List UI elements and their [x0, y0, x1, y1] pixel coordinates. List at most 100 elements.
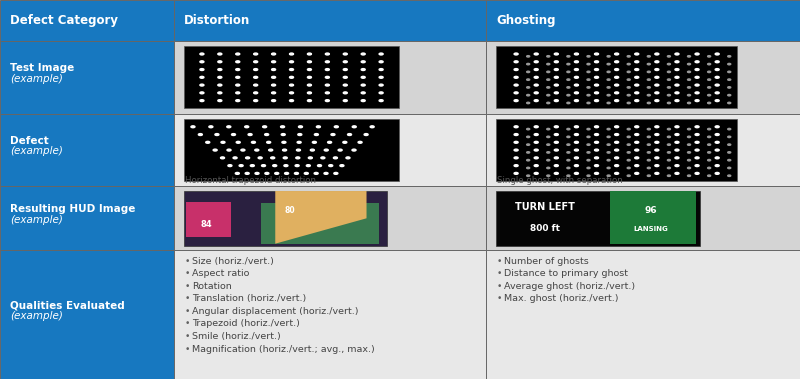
Circle shape — [200, 61, 204, 63]
Text: (example): (example) — [10, 74, 63, 83]
Circle shape — [534, 126, 538, 128]
Circle shape — [272, 53, 275, 55]
Circle shape — [687, 94, 690, 96]
Circle shape — [379, 92, 383, 94]
Circle shape — [655, 149, 659, 151]
Circle shape — [687, 144, 690, 146]
Circle shape — [307, 53, 311, 55]
Circle shape — [634, 149, 638, 151]
Circle shape — [310, 149, 314, 151]
Circle shape — [627, 102, 630, 104]
Circle shape — [546, 136, 550, 138]
Circle shape — [614, 149, 618, 151]
Circle shape — [262, 164, 266, 167]
Circle shape — [687, 152, 690, 153]
Bar — [486, 186, 800, 250]
Circle shape — [269, 149, 273, 151]
Circle shape — [379, 77, 383, 78]
Circle shape — [534, 100, 538, 102]
Circle shape — [254, 84, 258, 86]
Circle shape — [526, 87, 530, 88]
Circle shape — [379, 61, 383, 63]
Circle shape — [715, 126, 719, 128]
Circle shape — [546, 167, 550, 169]
Circle shape — [614, 100, 618, 102]
Text: Size (horiz./vert.): Size (horiz./vert.) — [192, 257, 274, 266]
Circle shape — [587, 102, 590, 104]
Circle shape — [567, 56, 570, 57]
Bar — [0, 114, 174, 186]
Circle shape — [546, 160, 550, 161]
Bar — [174, 186, 486, 250]
Circle shape — [728, 152, 730, 153]
Circle shape — [708, 167, 710, 169]
Circle shape — [379, 69, 383, 70]
Bar — [486, 41, 800, 114]
Circle shape — [254, 92, 258, 94]
Circle shape — [307, 77, 311, 78]
Circle shape — [634, 84, 638, 86]
Circle shape — [695, 149, 699, 151]
Circle shape — [554, 126, 558, 128]
Circle shape — [328, 141, 332, 143]
Circle shape — [587, 175, 590, 177]
Text: Horizontal trapezoid distortion: Horizontal trapezoid distortion — [185, 175, 316, 185]
Circle shape — [290, 100, 294, 102]
Circle shape — [526, 160, 530, 161]
Text: Distortion: Distortion — [184, 14, 250, 27]
Circle shape — [362, 84, 365, 86]
Circle shape — [667, 136, 670, 138]
Circle shape — [272, 77, 275, 78]
Circle shape — [634, 69, 638, 70]
Text: Single ghost, with separation: Single ghost, with separation — [497, 175, 622, 185]
Circle shape — [282, 149, 286, 151]
Circle shape — [254, 61, 258, 63]
Circle shape — [627, 63, 630, 65]
Circle shape — [614, 126, 618, 128]
Circle shape — [282, 133, 286, 135]
Circle shape — [331, 133, 335, 135]
Circle shape — [534, 149, 538, 151]
Circle shape — [200, 100, 204, 102]
Circle shape — [655, 164, 659, 167]
Bar — [0, 41, 174, 114]
Circle shape — [728, 87, 730, 88]
Circle shape — [326, 84, 330, 86]
Circle shape — [574, 141, 578, 143]
Text: (example): (example) — [10, 311, 63, 321]
Circle shape — [364, 133, 368, 135]
Circle shape — [667, 63, 670, 65]
Circle shape — [362, 61, 365, 63]
Circle shape — [667, 128, 670, 130]
Bar — [486, 250, 800, 379]
Circle shape — [655, 100, 659, 102]
Circle shape — [634, 164, 638, 167]
Circle shape — [324, 149, 328, 151]
Circle shape — [594, 92, 598, 94]
Circle shape — [546, 63, 550, 65]
Text: Defect Category: Defect Category — [10, 14, 118, 27]
Circle shape — [554, 149, 558, 151]
Circle shape — [514, 141, 518, 143]
Circle shape — [728, 136, 730, 138]
Circle shape — [728, 144, 730, 146]
Circle shape — [362, 100, 365, 102]
Circle shape — [554, 77, 558, 78]
Circle shape — [594, 149, 598, 151]
Circle shape — [715, 61, 719, 63]
Circle shape — [567, 102, 570, 104]
Bar — [496, 191, 700, 246]
Circle shape — [675, 126, 679, 128]
Circle shape — [607, 136, 610, 138]
Circle shape — [295, 164, 299, 167]
Text: •: • — [497, 294, 502, 304]
Circle shape — [514, 126, 518, 128]
Circle shape — [554, 61, 558, 63]
Circle shape — [614, 164, 618, 167]
Circle shape — [614, 61, 618, 63]
Circle shape — [708, 79, 710, 80]
Circle shape — [546, 152, 550, 153]
Circle shape — [218, 53, 222, 55]
Circle shape — [567, 94, 570, 96]
Circle shape — [567, 152, 570, 153]
